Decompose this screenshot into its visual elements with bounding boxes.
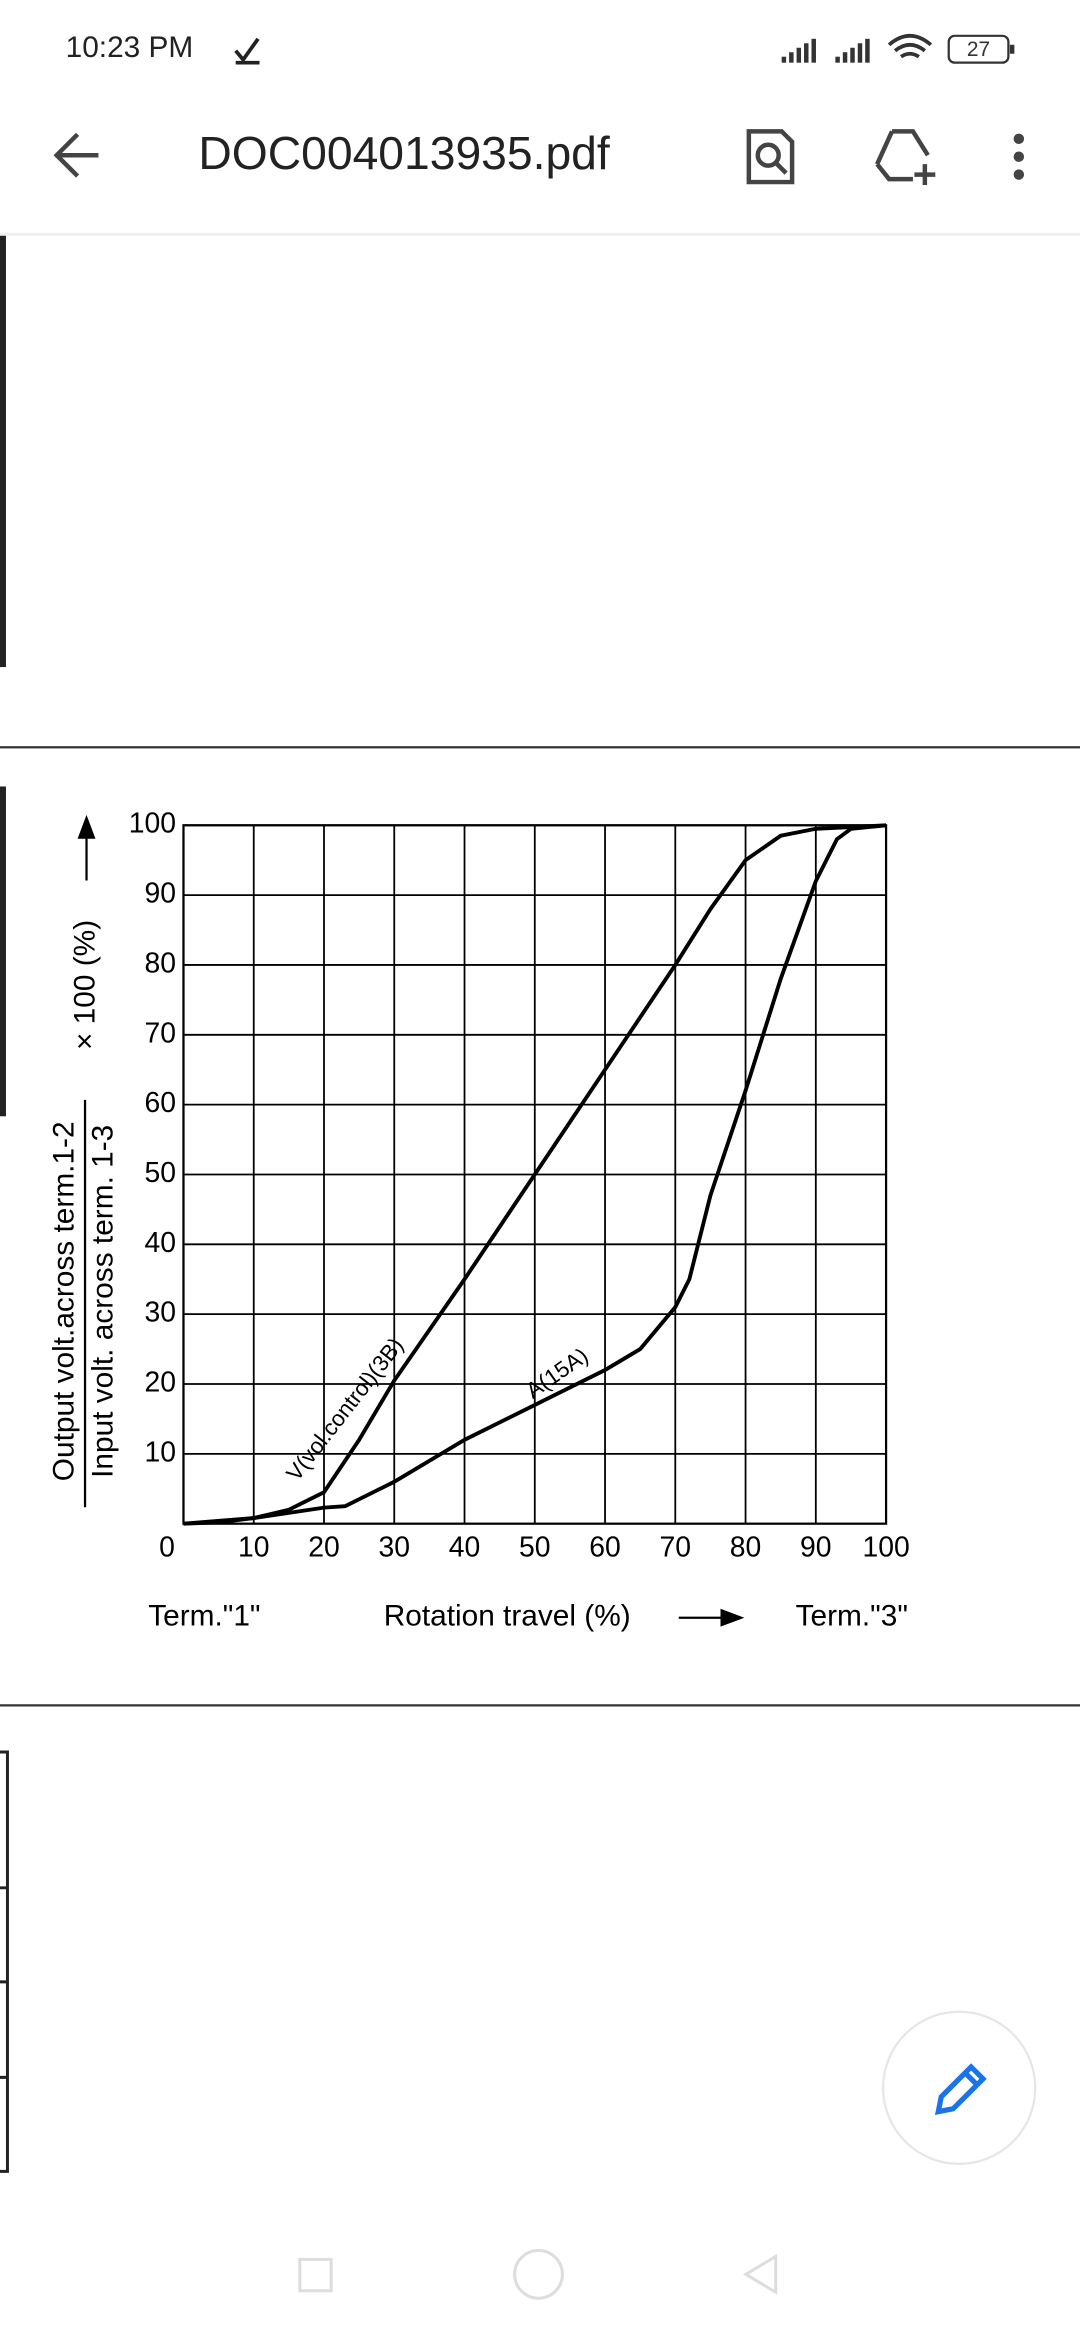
search-button[interactable] [746,129,795,185]
document-title: DOC004013935.pdf [198,127,609,179]
x-tick-label: 90 [800,1532,832,1564]
y-tick-label: 50 [145,1157,177,1189]
y-tick-label: 100 [129,808,176,840]
series-line [183,823,887,1526]
y-label-denominator: Input volt. across term. 1-3 [86,1125,119,1478]
x-end-label: Term."3" [796,1600,908,1633]
y-label-factor: × 100 (%) [68,920,101,1050]
y-tick-label: 60 [145,1087,177,1119]
edit-icon [934,2063,987,2116]
signal-icons [781,38,870,63]
x-arrow-head [720,1608,745,1627]
x-tick-label: 80 [730,1532,762,1564]
y-axis-label: Output volt.across term.1-2 Input volt. … [48,814,119,1508]
back-nav-button[interactable] [742,2253,778,2295]
x-tick-label: 10 [238,1532,270,1564]
check-icon [234,37,260,65]
more-button[interactable] [1013,133,1025,180]
x-tick-label: 0 [159,1532,175,1564]
home-button[interactable] [513,2248,564,2300]
battery-level: 27 [967,38,990,61]
plot-frame [182,824,888,1525]
recents-button[interactable] [298,2257,333,2293]
x-tick-label: 60 [589,1532,621,1564]
edit-button[interactable] [881,2010,1037,2166]
x-axis-label: Rotation travel (%) [384,1600,631,1633]
y-label-numerator: Output volt.across term.1-2 [48,1121,81,1481]
table-fragment [0,1750,9,2173]
x-start-label: Term."1" [148,1600,260,1633]
page-separator [0,746,1080,749]
x-tick-label: 50 [519,1532,551,1564]
page-separator [0,1704,1080,1707]
page-edge [0,235,6,668]
x-tick-label: 70 [660,1532,692,1564]
battery-tip [1009,44,1015,54]
y-arrow-head [77,814,96,839]
y-tick-label: 10 [145,1436,177,1468]
back-button[interactable] [53,132,99,178]
x-tick-label: 100 [862,1532,909,1564]
status-time: 10:23 PM [66,31,194,64]
y-tick-label: 90 [145,878,177,910]
y-tick-label: 30 [145,1297,177,1329]
battery-icon [947,34,1010,64]
app-bar-shadow [0,232,1080,236]
drive-button[interactable] [875,129,936,186]
y-tick-label: 40 [145,1227,177,1259]
x-tick-label: 30 [379,1532,411,1564]
y-tick-label: 70 [145,1017,177,1049]
x-tick-label: 20 [308,1532,340,1564]
y-tick-label: 20 [145,1366,177,1398]
wifi-icon [887,33,933,59]
y-tick-label: 80 [145,947,177,979]
page-edge [0,786,6,1117]
x-tick-label: 40 [449,1532,481,1564]
